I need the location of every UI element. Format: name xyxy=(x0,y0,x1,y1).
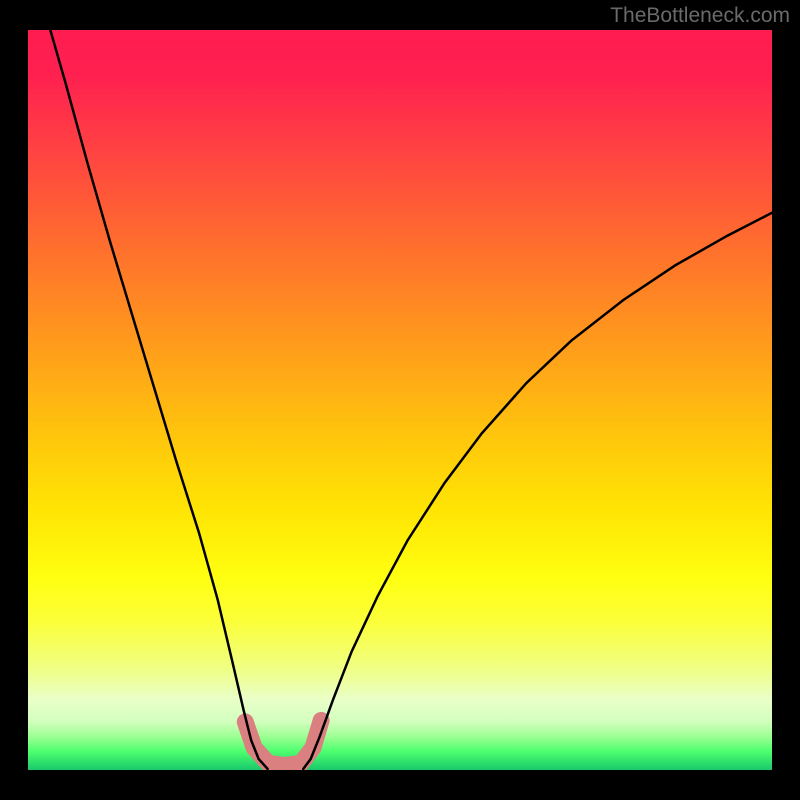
plot-area xyxy=(28,30,772,770)
watermark-text: TheBottleneck.com xyxy=(610,4,790,28)
curve-right xyxy=(303,213,772,769)
chart-frame xyxy=(28,30,772,770)
curve-left xyxy=(50,30,267,769)
curve-layer xyxy=(28,30,772,770)
